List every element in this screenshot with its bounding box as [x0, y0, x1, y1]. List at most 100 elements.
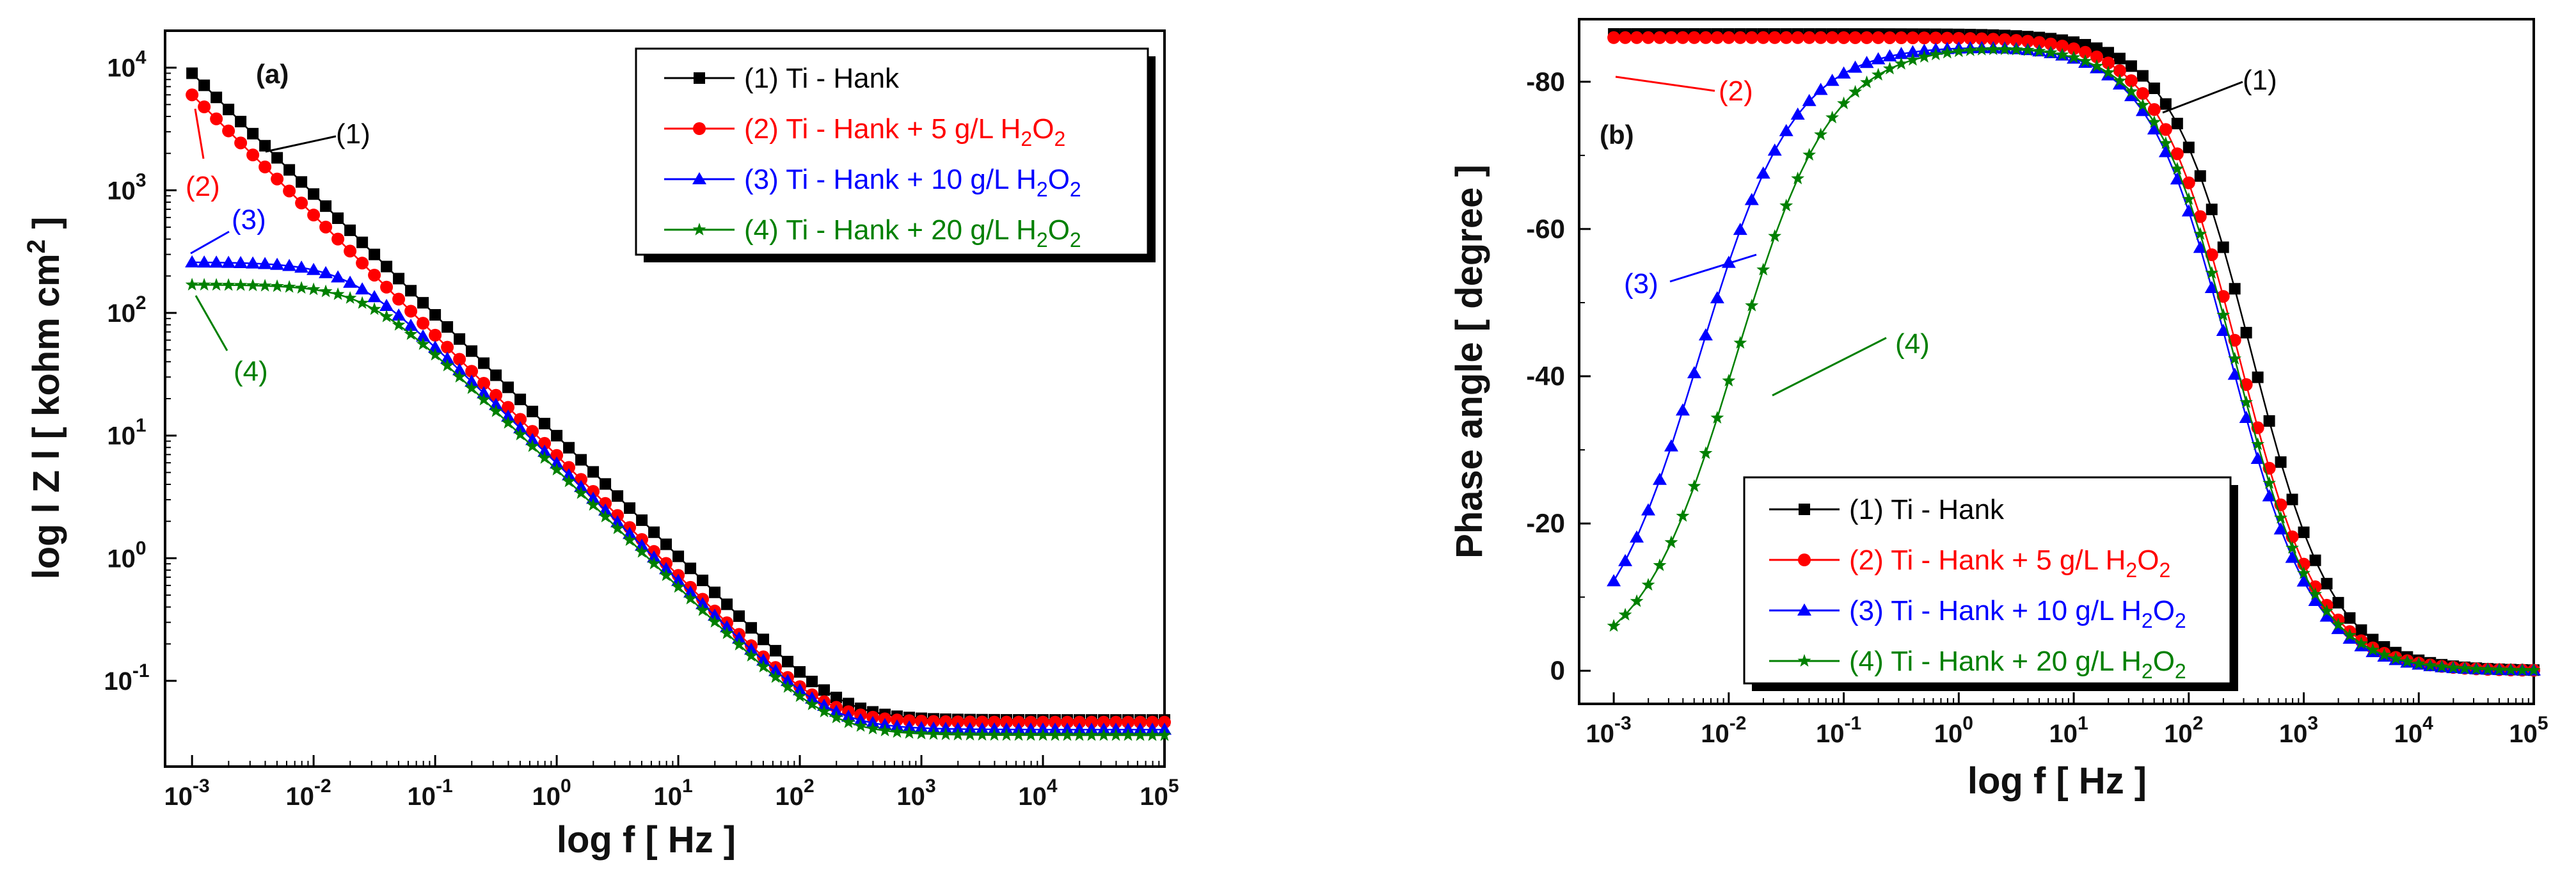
- legend-a-entry-3: (3) Ti - Hank + 10 g/L H2O2: [664, 164, 1081, 201]
- series-b-3-point: [1756, 166, 1770, 179]
- series-b-4-point: [2044, 45, 2058, 59]
- chart-a-legend: (1) Ti - Hank (2) Ti - Hank + 5 g/L H2O2 (…: [635, 47, 1156, 262]
- series-a-1-point: [296, 176, 308, 188]
- series-b-2-point: [2044, 37, 2058, 51]
- series-a-1-point: [320, 200, 332, 212]
- series-b-3-point: [1687, 366, 1701, 379]
- series-b-3-point: [1802, 93, 1817, 106]
- legend-a-entry-label: (1) Ti - Hank: [744, 63, 900, 94]
- series-b-4-point: [2515, 663, 2529, 676]
- series-a-3-point: [404, 319, 418, 331]
- series-b-4-point: [2286, 541, 2299, 554]
- series-a-1-point: [514, 394, 527, 406]
- series-a-4-point: [1097, 728, 1111, 741]
- legend-b-entry-4: (4) Ti - Hank + 20 g/L H2O2: [1769, 646, 2186, 683]
- series-a-4-line: [192, 283, 1165, 737]
- series-a-3-point: [452, 363, 467, 376]
- series-b-4-point: [2504, 663, 2518, 676]
- series-a-4-point: [902, 726, 916, 739]
- series-a-3-point: [392, 308, 406, 321]
- series-b-2-point: [2033, 36, 2046, 49]
- series-a-4-point: [574, 486, 588, 499]
- chart-b-annotations: (1) (2) (3) (4): [1615, 65, 2277, 397]
- series-b-3-point: [2193, 241, 2207, 253]
- annotb-1-label: (1): [2243, 65, 2277, 96]
- series-b-4-point: [2320, 604, 2334, 617]
- series-a-4-point: [343, 291, 357, 304]
- chart-a-ytick-label: 100: [107, 538, 146, 573]
- series-b-3-point: [1779, 123, 1793, 136]
- series-a-1-point: [186, 67, 198, 79]
- series-a-4-point: [975, 728, 989, 741]
- legend-a-entry-label: (2) Ti - Hank + 5 g/L H2O2: [744, 113, 1065, 150]
- series-a-1-point: [454, 333, 466, 345]
- series-b-4-point: [2182, 192, 2196, 205]
- series-b-1-point: [2159, 98, 2172, 110]
- series-a-4-point: [841, 715, 855, 728]
- series-b-2-point: [1802, 31, 1816, 44]
- legend-b-entry-marker: [1797, 603, 1811, 616]
- series-a-2-point: [210, 112, 223, 125]
- series-a-1-point: [770, 644, 782, 657]
- series-b-3-point: [1882, 49, 1897, 61]
- chart-b-ylabel: Phase angle [ degree ]: [1449, 164, 1490, 559]
- chart-a-xtick-label: 10-3: [164, 776, 210, 811]
- series-b-2-point: [1860, 31, 1873, 44]
- chart-a-ytick-label: 101: [107, 415, 146, 450]
- series-a-3: [185, 255, 1172, 735]
- series-b-4-point: [2309, 587, 2322, 600]
- series-a-1-point: [648, 526, 660, 538]
- series-b-4-point: [1618, 607, 1632, 621]
- series-b-4-point: [1883, 61, 1896, 75]
- series-a-1-point: [806, 676, 818, 688]
- series-b-1-point: [2275, 456, 2287, 468]
- series-b-2-point: [1929, 31, 1943, 45]
- series-b-4-point: [1814, 127, 1828, 141]
- series-b-2-point: [2182, 176, 2195, 189]
- series-b-4-point: [2365, 642, 2380, 656]
- series-a-1-point: [733, 610, 745, 622]
- series-b-4-point: [2458, 661, 2472, 674]
- series-b-4-point: [2205, 266, 2219, 279]
- series-a-1-point: [563, 442, 575, 454]
- series-b-2-point: [2170, 147, 2184, 161]
- series-b-3-point: [1664, 439, 1678, 452]
- series-a-4-point: [513, 427, 527, 441]
- series-a-1-point: [478, 357, 490, 369]
- series-b-4-point: [1837, 96, 1850, 109]
- series-a-2-point: [417, 317, 430, 330]
- series-b-2-point: [1849, 31, 1862, 44]
- series-b-2-point: [2113, 64, 2126, 77]
- series-a-4-point: [890, 725, 904, 738]
- series-b-2-point: [1745, 31, 1758, 44]
- series-b-3-point: [1653, 472, 1667, 485]
- series-b-3-point: [1733, 223, 1747, 235]
- legend-b-entry-label: (2) Ti - Hank + 5 g/L H2O2: [1849, 545, 2170, 582]
- series-a-1-point: [660, 538, 672, 550]
- legend-b-entry-2: (2) Ti - Hank + 5 g/L H2O2: [1769, 545, 2170, 582]
- series-a-4-point: [465, 381, 479, 394]
- series-b-4-point: [2113, 74, 2127, 87]
- series-a-2-point: [964, 715, 977, 729]
- series-a-2-point: [1049, 715, 1062, 729]
- series-b-3-point: [1698, 328, 1713, 341]
- series-a-2-point: [465, 365, 479, 378]
- series-a-4-point: [392, 317, 406, 331]
- series-b-4-point: [2469, 662, 2483, 675]
- series-b-4-point: [1928, 47, 1943, 61]
- series-a-2-point: [344, 244, 357, 258]
- series-b-3-point: [2285, 550, 2300, 563]
- legend-a-entry-marker: [692, 172, 706, 184]
- series-b-4-point: [1710, 411, 1724, 424]
- series-b-4-point: [1768, 229, 1782, 243]
- series-a-4-point: [1145, 728, 1159, 741]
- series-a-4-point: [270, 279, 284, 292]
- legend-b-entry-1: (1) Ti - Hank: [1769, 494, 2005, 525]
- series-b-2-point: [2067, 42, 2081, 56]
- series-b-4-point: [1664, 535, 1678, 548]
- chart-b-ytick-label: 0: [1550, 655, 1565, 685]
- series-b-4-point: [2527, 663, 2541, 676]
- series-b-3-point: [1630, 530, 1644, 543]
- series-b-1-point: [2355, 624, 2367, 636]
- annotb-2-arrow: [1615, 76, 1715, 92]
